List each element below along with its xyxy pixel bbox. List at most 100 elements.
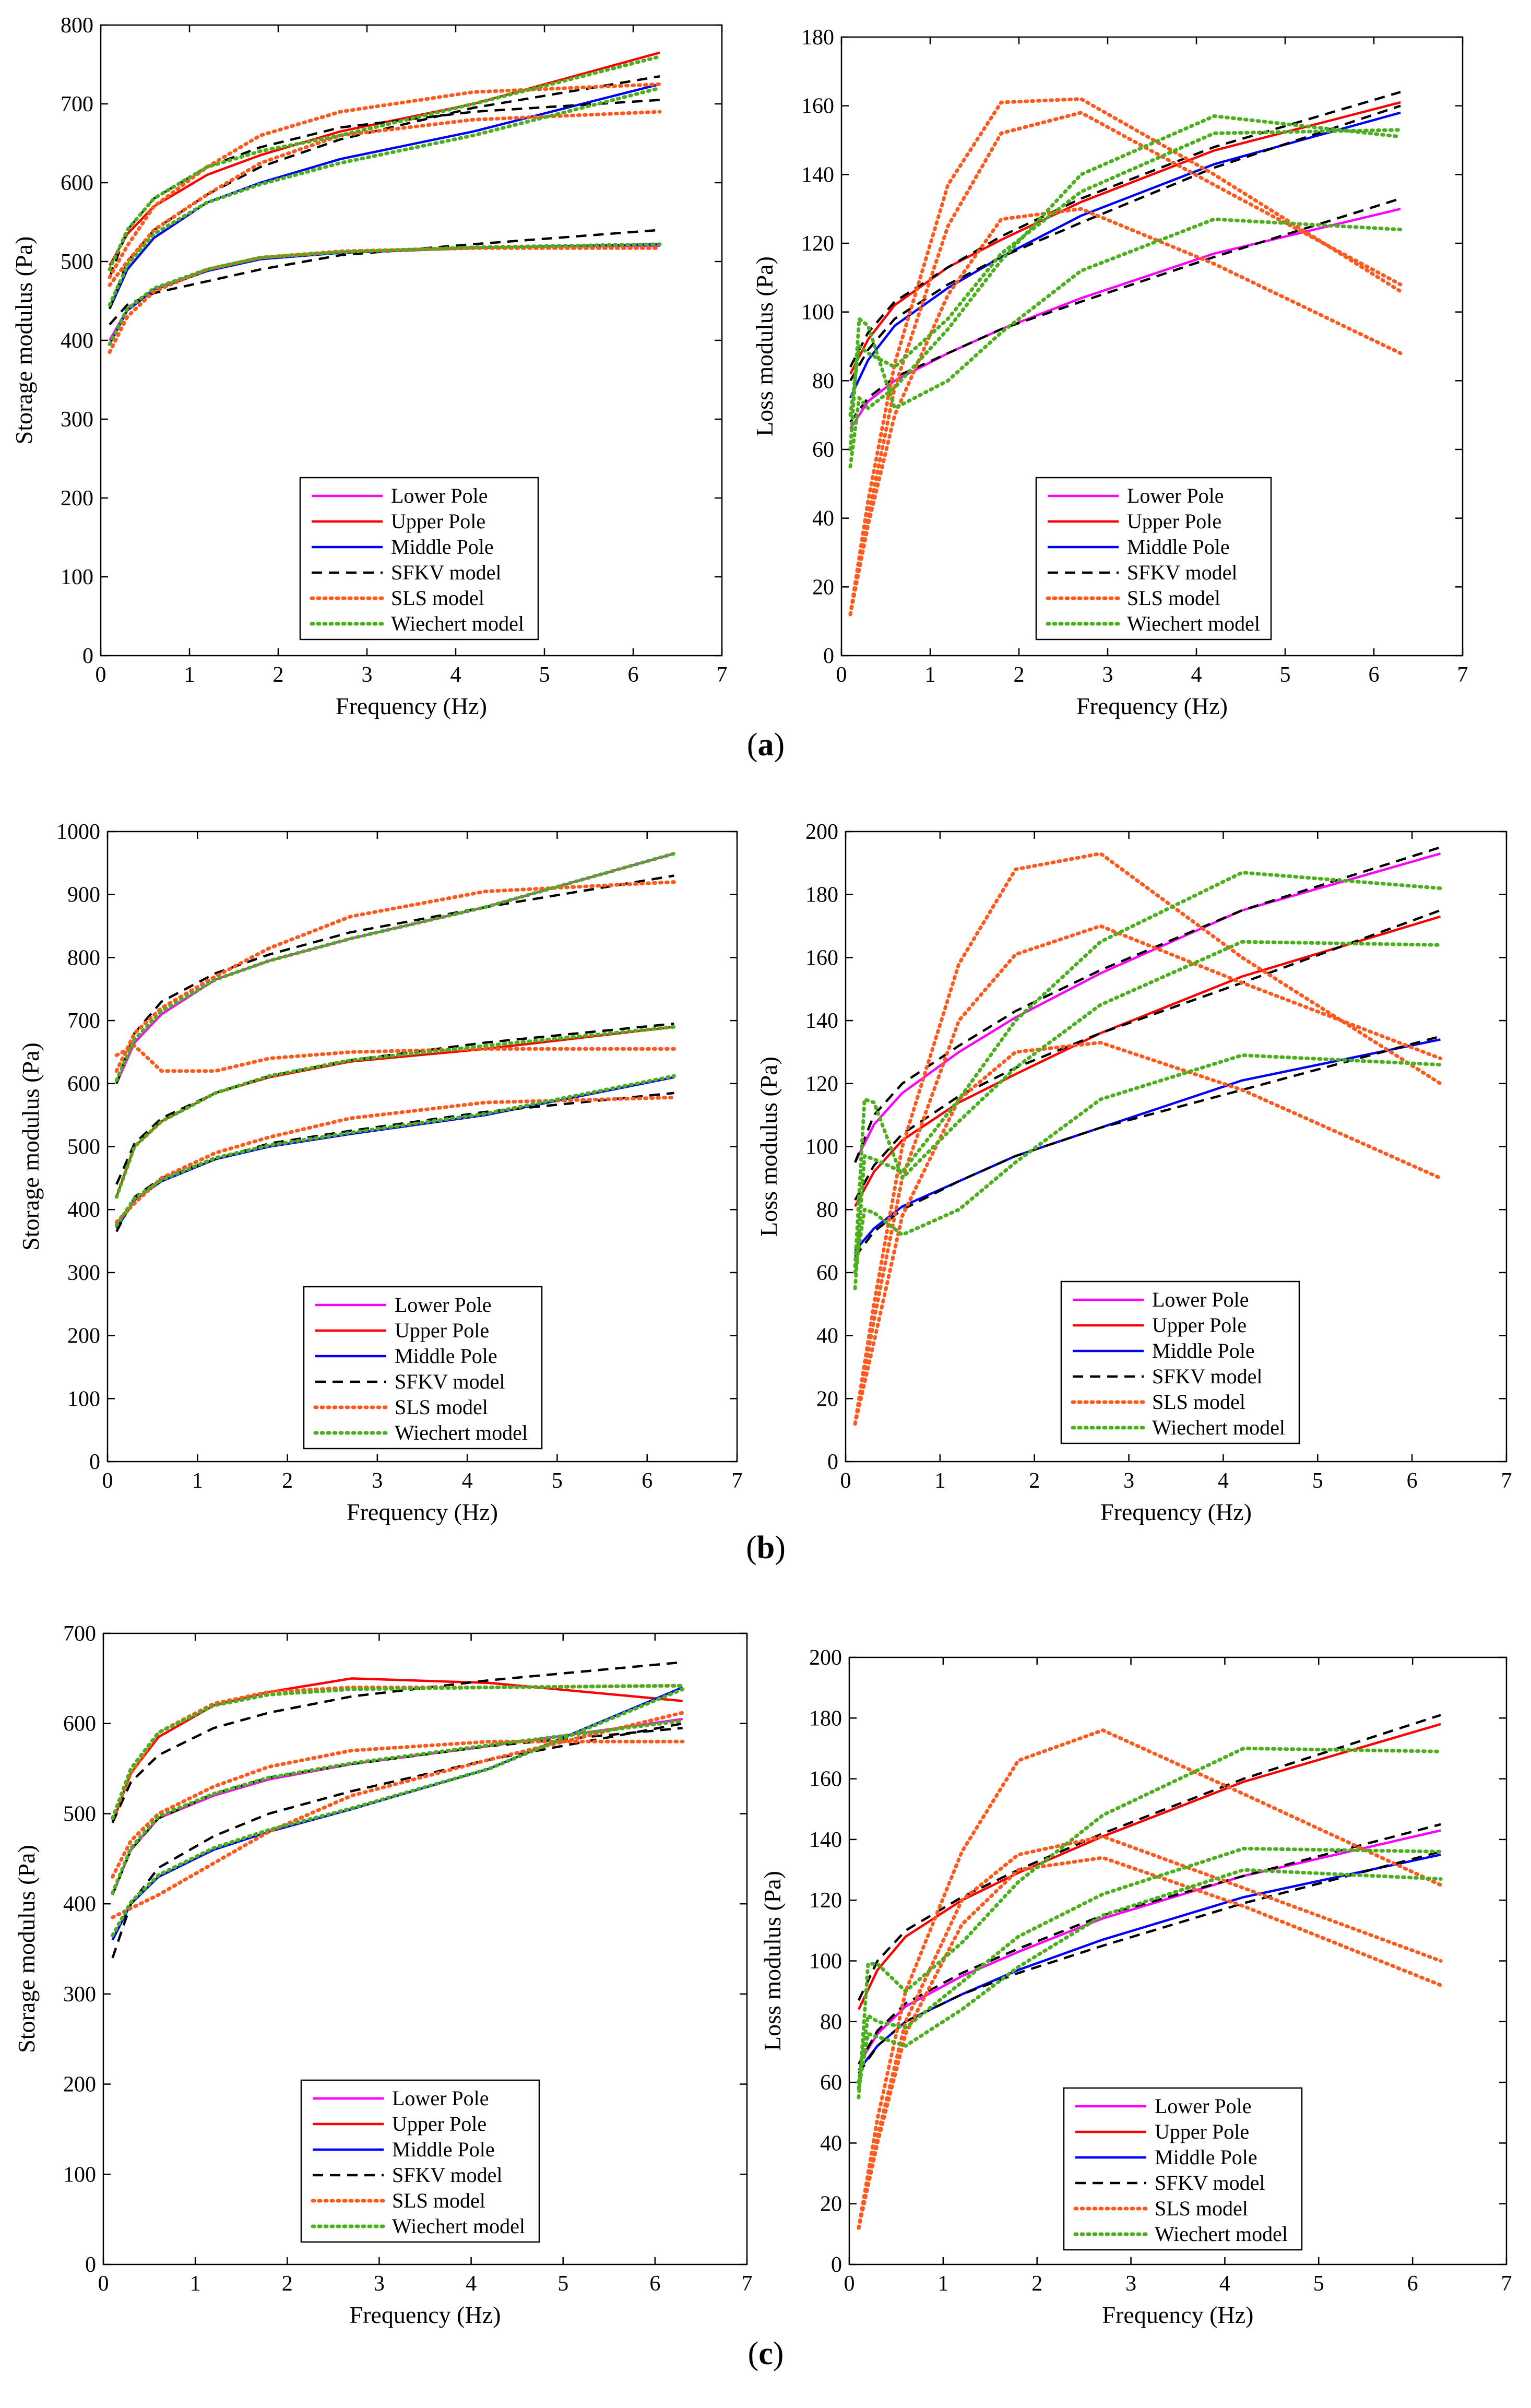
series-line-lower-0 (111, 1717, 683, 1895)
series-line-sls-6 (848, 97, 1403, 616)
y-tick-label: 700 (61, 92, 93, 116)
y-tick-label: 160 (801, 94, 834, 118)
series-line-sls-6 (114, 880, 676, 1073)
y-tick-label: 140 (809, 1828, 842, 1852)
series-line-wiechert-9 (857, 1746, 1443, 2099)
series-line-sls-6 (111, 1683, 685, 1820)
x-axis-label: Frequency (Hz) (350, 2302, 501, 2328)
y-tick-label: 160 (805, 946, 838, 970)
y-tick-label: 40 (812, 507, 834, 531)
legend-box (300, 2079, 540, 2243)
y-tick-label: 40 (816, 1324, 838, 1348)
x-tick-label: 0 (98, 2272, 109, 2296)
panel-label-b: (b) (746, 1530, 786, 1565)
y-tick-label: 500 (61, 250, 93, 274)
y-tick-label: 20 (812, 575, 834, 599)
y-tick-label: 900 (67, 883, 100, 907)
legend-label: Middle Pole (1155, 2145, 1257, 2169)
legend-box (1035, 477, 1272, 640)
legend-label: Upper Pole (395, 1319, 489, 1342)
y-tick-label: 0 (823, 644, 834, 668)
legend-label: Upper Pole (1152, 1313, 1247, 1337)
series-line-sfkv-3 (857, 1714, 1441, 2001)
y-tick-label: 140 (805, 1009, 838, 1033)
series-line-sls-7 (108, 82, 662, 279)
series-line-sls-7 (853, 924, 1442, 1426)
legend-label: Middle Pole (395, 1344, 497, 1368)
legend-label: SFKV model (395, 1370, 505, 1393)
x-tick-label: 5 (557, 2272, 568, 2296)
legend-box (1063, 2087, 1303, 2251)
y-axis-label: Storage modulus (Pa) (13, 1845, 40, 2053)
x-tick-label: 0 (840, 1469, 851, 1493)
y-tick-label: 40 (820, 2131, 842, 2155)
y-tick-label: 0 (827, 1450, 838, 1474)
series-line-sfkv-4 (849, 104, 1401, 382)
series-line-sfkv-4 (858, 1823, 1441, 2065)
legend-label: Lower Pole (391, 484, 488, 507)
x-axis-label: Frequency (Hz) (336, 693, 487, 719)
y-tick-label: 200 (61, 487, 93, 511)
legend-label: Wiechert model (391, 612, 524, 635)
series-line-sls-8 (853, 1040, 1442, 1426)
y-axis-label: Storage modulus (Pa) (10, 236, 37, 445)
legend-box (299, 477, 539, 640)
y-tick-label: 1000 (56, 820, 100, 844)
y-tick-label: 100 (61, 565, 93, 589)
y-tick-label: 140 (801, 163, 834, 187)
y-tick-label: 20 (820, 2192, 842, 2216)
legend-label: SLS model (395, 1395, 488, 1419)
x-tick-label: 1 (190, 2272, 201, 2296)
series-line-wiechert-11 (108, 86, 662, 307)
x-tick-label: 0 (836, 663, 847, 687)
x-tick-label: 5 (1280, 663, 1291, 687)
chart-a-left: 0 1 2 3 4 5 6 7 0 100 200 300 400 500 600 700 800 Frequen… (10, 14, 728, 719)
x-tick-label: 3 (374, 2272, 385, 2296)
series-line-sfkv-3 (115, 874, 674, 1084)
legend-box (1060, 1280, 1300, 1444)
y-tick-label: 600 (63, 1712, 96, 1736)
series-line-sfkv-3 (111, 1661, 683, 1823)
y-tick-label: 100 (63, 2163, 96, 2187)
axes-box (840, 36, 1464, 657)
series-line-sls-8 (114, 1095, 676, 1224)
series-line-wiechert-11 (111, 1687, 685, 1938)
series-line-wiechert-10 (108, 54, 662, 271)
series-line-wiechert-10 (848, 128, 1403, 417)
y-tick-label: 300 (67, 1261, 100, 1285)
panel-label-a: (a) (746, 727, 785, 763)
series-line-sfkv-5 (854, 1035, 1441, 1258)
y-tick-label: 400 (67, 1198, 100, 1222)
legend-label: Middle Pole (391, 535, 494, 559)
x-tick-label: 5 (1313, 2272, 1324, 2296)
legend-label: SLS model (392, 2189, 485, 2212)
y-tick-label: 400 (61, 329, 93, 353)
series-line-sfkv-5 (111, 1727, 683, 1895)
y-tick-label: 0 (831, 2253, 842, 2277)
legend-label: Lower Pole (392, 2086, 489, 2110)
series-line-upper-1 (109, 51, 660, 266)
x-tick-label: 2 (282, 2272, 293, 2296)
x-tick-label: 3 (1123, 1469, 1134, 1493)
y-axis-label: Loss modulus (Pa) (759, 1871, 786, 2051)
x-tick-label: 1 (937, 2272, 948, 2296)
x-tick-label: 2 (1029, 1469, 1040, 1493)
x-axis-label: Frequency (Hz) (1076, 693, 1228, 719)
y-tick-label: 300 (63, 1983, 96, 2007)
series-line-sls-7 (111, 1739, 685, 1879)
x-tick-label: 6 (649, 2272, 660, 2296)
chart-c-left: 0 1 2 3 4 5 6 7 0 100 200 300 400 500 600 700 Frequency … (13, 1622, 753, 2328)
series-line-wiechert-10 (114, 1025, 676, 1199)
legend-box (303, 1286, 543, 1450)
legend-label: Upper Pole (392, 2112, 486, 2136)
legend-label: Upper Pole (391, 509, 485, 533)
x-tick-label: 2 (282, 1469, 293, 1493)
series-line-sls-8 (108, 110, 662, 287)
x-tick-label: 4 (1218, 1469, 1229, 1493)
y-tick-label: 0 (82, 644, 93, 668)
y-axis-label: Loss modulus (Pa) (751, 256, 778, 436)
x-tick-label: 0 (102, 1469, 113, 1493)
